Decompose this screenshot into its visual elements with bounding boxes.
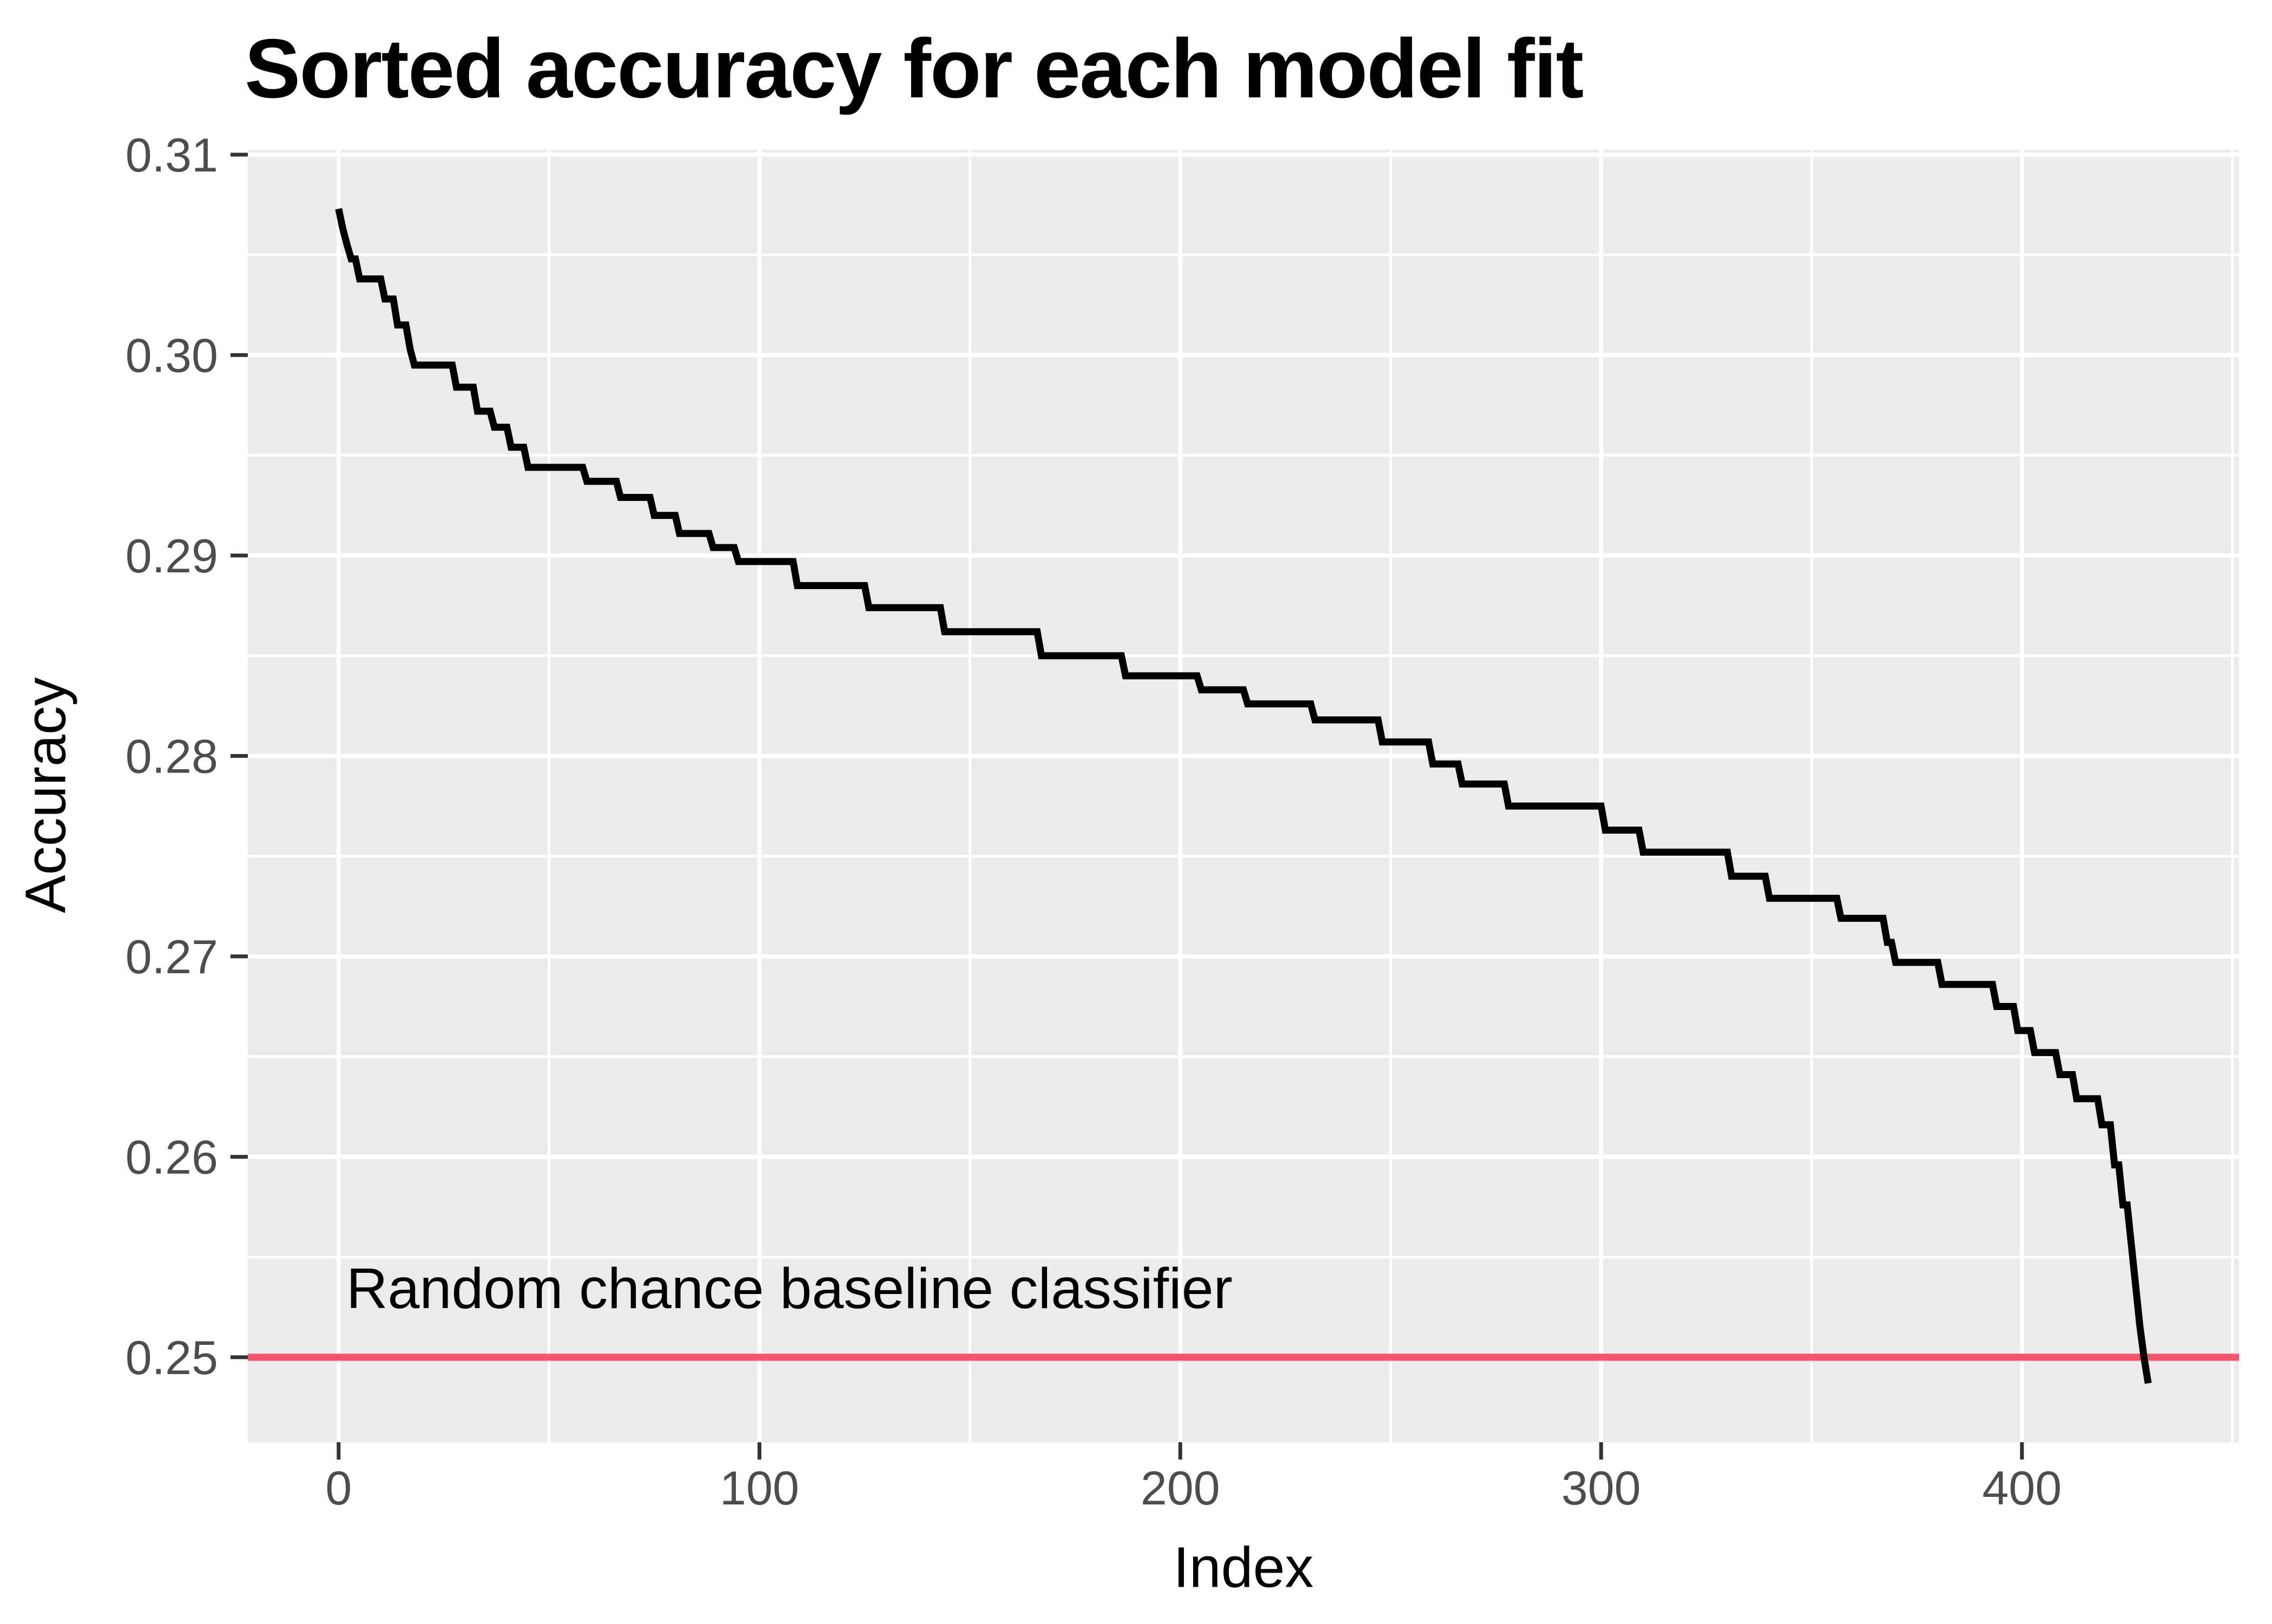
y-axis-title: Accuracy (14, 677, 78, 913)
x-tick-label: 100 (720, 1461, 799, 1515)
y-tick-label: 0.27 (126, 930, 218, 983)
y-tick-label: 0.25 (126, 1331, 218, 1384)
x-tick-label: 0 (325, 1461, 352, 1515)
baseline-annotation: Random chance baseline classifier (346, 1257, 1233, 1321)
panel-background (248, 150, 2239, 1442)
x-axis-title: Index (1173, 1535, 1314, 1600)
x-tick-label: 200 (1141, 1461, 1220, 1515)
y-tick-label: 0.26 (126, 1130, 218, 1184)
x-tick-label: 400 (1982, 1461, 2062, 1515)
y-tick-label: 0.30 (126, 328, 218, 382)
y-tick-label: 0.29 (126, 529, 218, 583)
y-tick-label: 0.31 (126, 128, 218, 182)
accuracy-step-line (335, 208, 2152, 1384)
x-tick-label: 300 (1562, 1461, 1641, 1515)
y-tick-label: 0.28 (126, 729, 218, 783)
chart-title: Sorted accuracy for each model fit (245, 22, 1584, 115)
